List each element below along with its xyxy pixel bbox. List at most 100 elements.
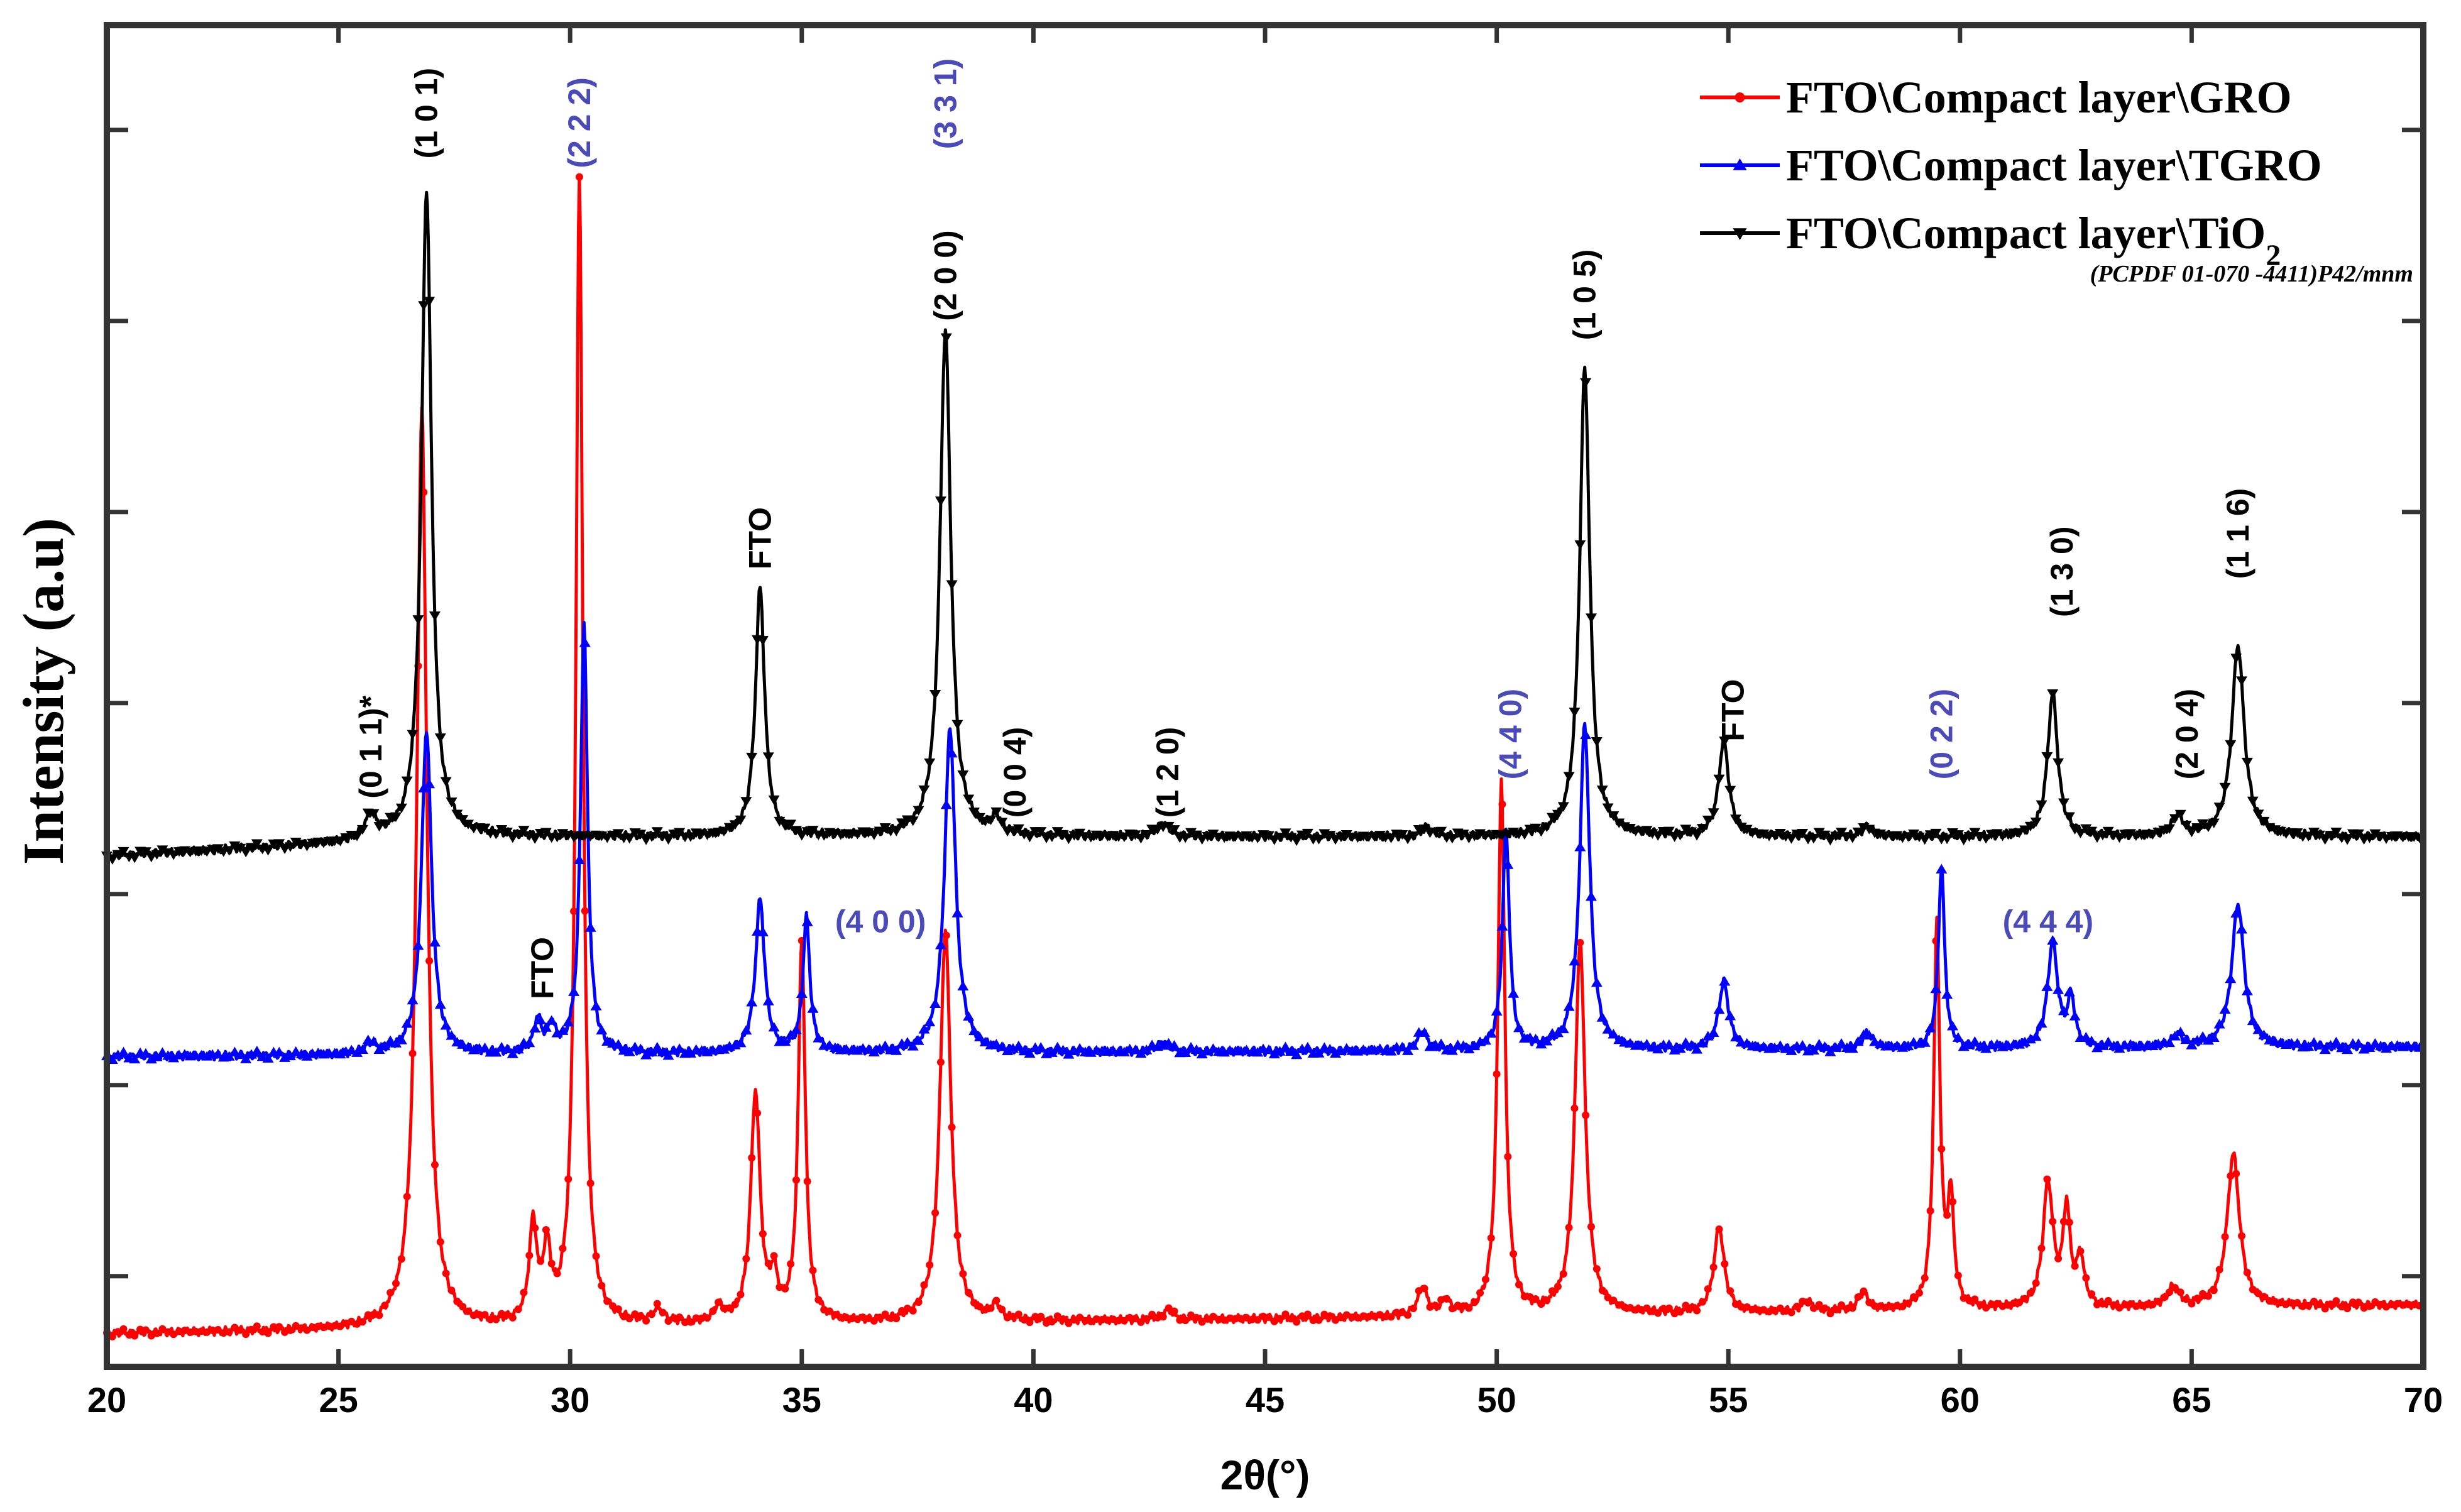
data-point	[1824, 1046, 1836, 1056]
data-point	[368, 1036, 380, 1046]
data-point	[158, 1325, 167, 1333]
data-point	[1309, 1317, 1317, 1325]
data-point	[1871, 1302, 1879, 1310]
data-point	[1393, 1308, 1401, 1317]
data-point	[637, 1312, 645, 1320]
data-point	[118, 846, 129, 857]
data-point	[1541, 822, 1553, 832]
data-point	[2047, 689, 2059, 699]
data-point	[1910, 1293, 1918, 1301]
data-point	[1385, 1046, 1397, 1056]
data-point	[2364, 833, 2376, 843]
data-point	[175, 1327, 184, 1335]
data-point	[1674, 831, 1686, 841]
data-point	[2075, 828, 2086, 839]
data-point	[674, 1043, 686, 1053]
data-point	[481, 1311, 489, 1319]
data-point	[131, 1332, 139, 1340]
peak-annotation: FTO	[743, 507, 778, 569]
data-point	[112, 1049, 124, 1060]
data-point	[447, 1286, 456, 1295]
peak-annotation: (0 2 2)	[1924, 689, 1959, 780]
data-point	[1435, 826, 1447, 836]
data-point	[2210, 1286, 2218, 1295]
data-point	[1693, 1307, 1701, 1315]
data-point	[1063, 834, 1075, 845]
data-point	[334, 1048, 346, 1059]
data-point	[2258, 816, 2270, 827]
data-point	[286, 1326, 294, 1334]
data-point	[1442, 1295, 1450, 1303]
data-point	[1198, 1318, 1206, 1326]
data-point	[1980, 1043, 1992, 1053]
data-point	[1602, 1024, 1614, 1034]
data-point	[1074, 828, 1086, 838]
data-point	[870, 1317, 878, 1325]
data-point	[970, 1299, 978, 1307]
data-point	[1919, 1037, 1931, 1047]
data-point	[273, 1046, 285, 1057]
data-point	[1797, 828, 1809, 839]
data-point	[1048, 1318, 1056, 1326]
data-point	[223, 846, 235, 856]
data-point	[1190, 830, 1202, 840]
data-point	[498, 1310, 506, 1318]
data-point	[2232, 1170, 2240, 1178]
data-point	[356, 1044, 368, 1055]
data-point	[1824, 836, 1836, 846]
data-point	[358, 1318, 366, 1326]
data-point	[826, 1307, 834, 1315]
data-point	[1141, 1044, 1153, 1055]
data-point	[547, 1259, 556, 1268]
data-point	[1170, 1307, 1178, 1315]
data-point	[512, 1044, 524, 1054]
data-point	[1982, 1303, 1990, 1312]
data-point	[2071, 1262, 2079, 1270]
data-point	[1641, 1039, 1653, 1049]
data-point	[874, 1043, 885, 1053]
data-point	[2241, 757, 2253, 768]
data-point	[1574, 841, 1586, 852]
data-point	[740, 1024, 752, 1035]
legend-note: (PCPDF 01-070 -4411)P42/mnm	[2090, 261, 2413, 287]
data-point	[659, 1308, 667, 1317]
data-point	[1930, 828, 1942, 839]
data-point	[814, 1296, 823, 1304]
data-point	[891, 1045, 902, 1055]
data-point	[2202, 1035, 2214, 1045]
data-point	[1919, 835, 1931, 845]
data-point	[531, 1224, 539, 1232]
data-point	[2241, 985, 2253, 995]
data-point	[507, 833, 518, 843]
data-point	[1381, 1313, 1389, 1321]
data-point	[1836, 1038, 1848, 1048]
data-point	[2258, 1029, 2270, 1039]
data-point	[2310, 1298, 2318, 1306]
data-point	[1608, 1029, 1620, 1039]
data-point	[2021, 1295, 2029, 1303]
data-point	[119, 1325, 128, 1333]
data-point	[1865, 1298, 1873, 1307]
data-point	[412, 940, 424, 950]
data-point	[1457, 830, 1469, 840]
data-point	[1274, 833, 1286, 843]
data-point	[1563, 1001, 1575, 1011]
data-point	[1836, 828, 1848, 838]
data-point	[490, 830, 502, 840]
data-point	[1407, 1040, 1419, 1050]
data-point	[1153, 1313, 1161, 1322]
data-point	[463, 1041, 474, 1052]
data-point	[662, 1050, 674, 1060]
data-point	[790, 1024, 802, 1034]
data-point	[2313, 1039, 2325, 1050]
data-point	[168, 1053, 180, 1063]
data-point	[1291, 836, 1303, 846]
data-point	[2208, 1032, 2220, 1043]
data-point	[1396, 1041, 1408, 1052]
data-point	[723, 823, 735, 833]
data-point	[1807, 1044, 1819, 1055]
data-point	[2154, 1298, 2162, 1306]
data-point	[390, 812, 402, 822]
data-point	[2266, 1296, 2274, 1305]
data-point	[1863, 1029, 1875, 1040]
